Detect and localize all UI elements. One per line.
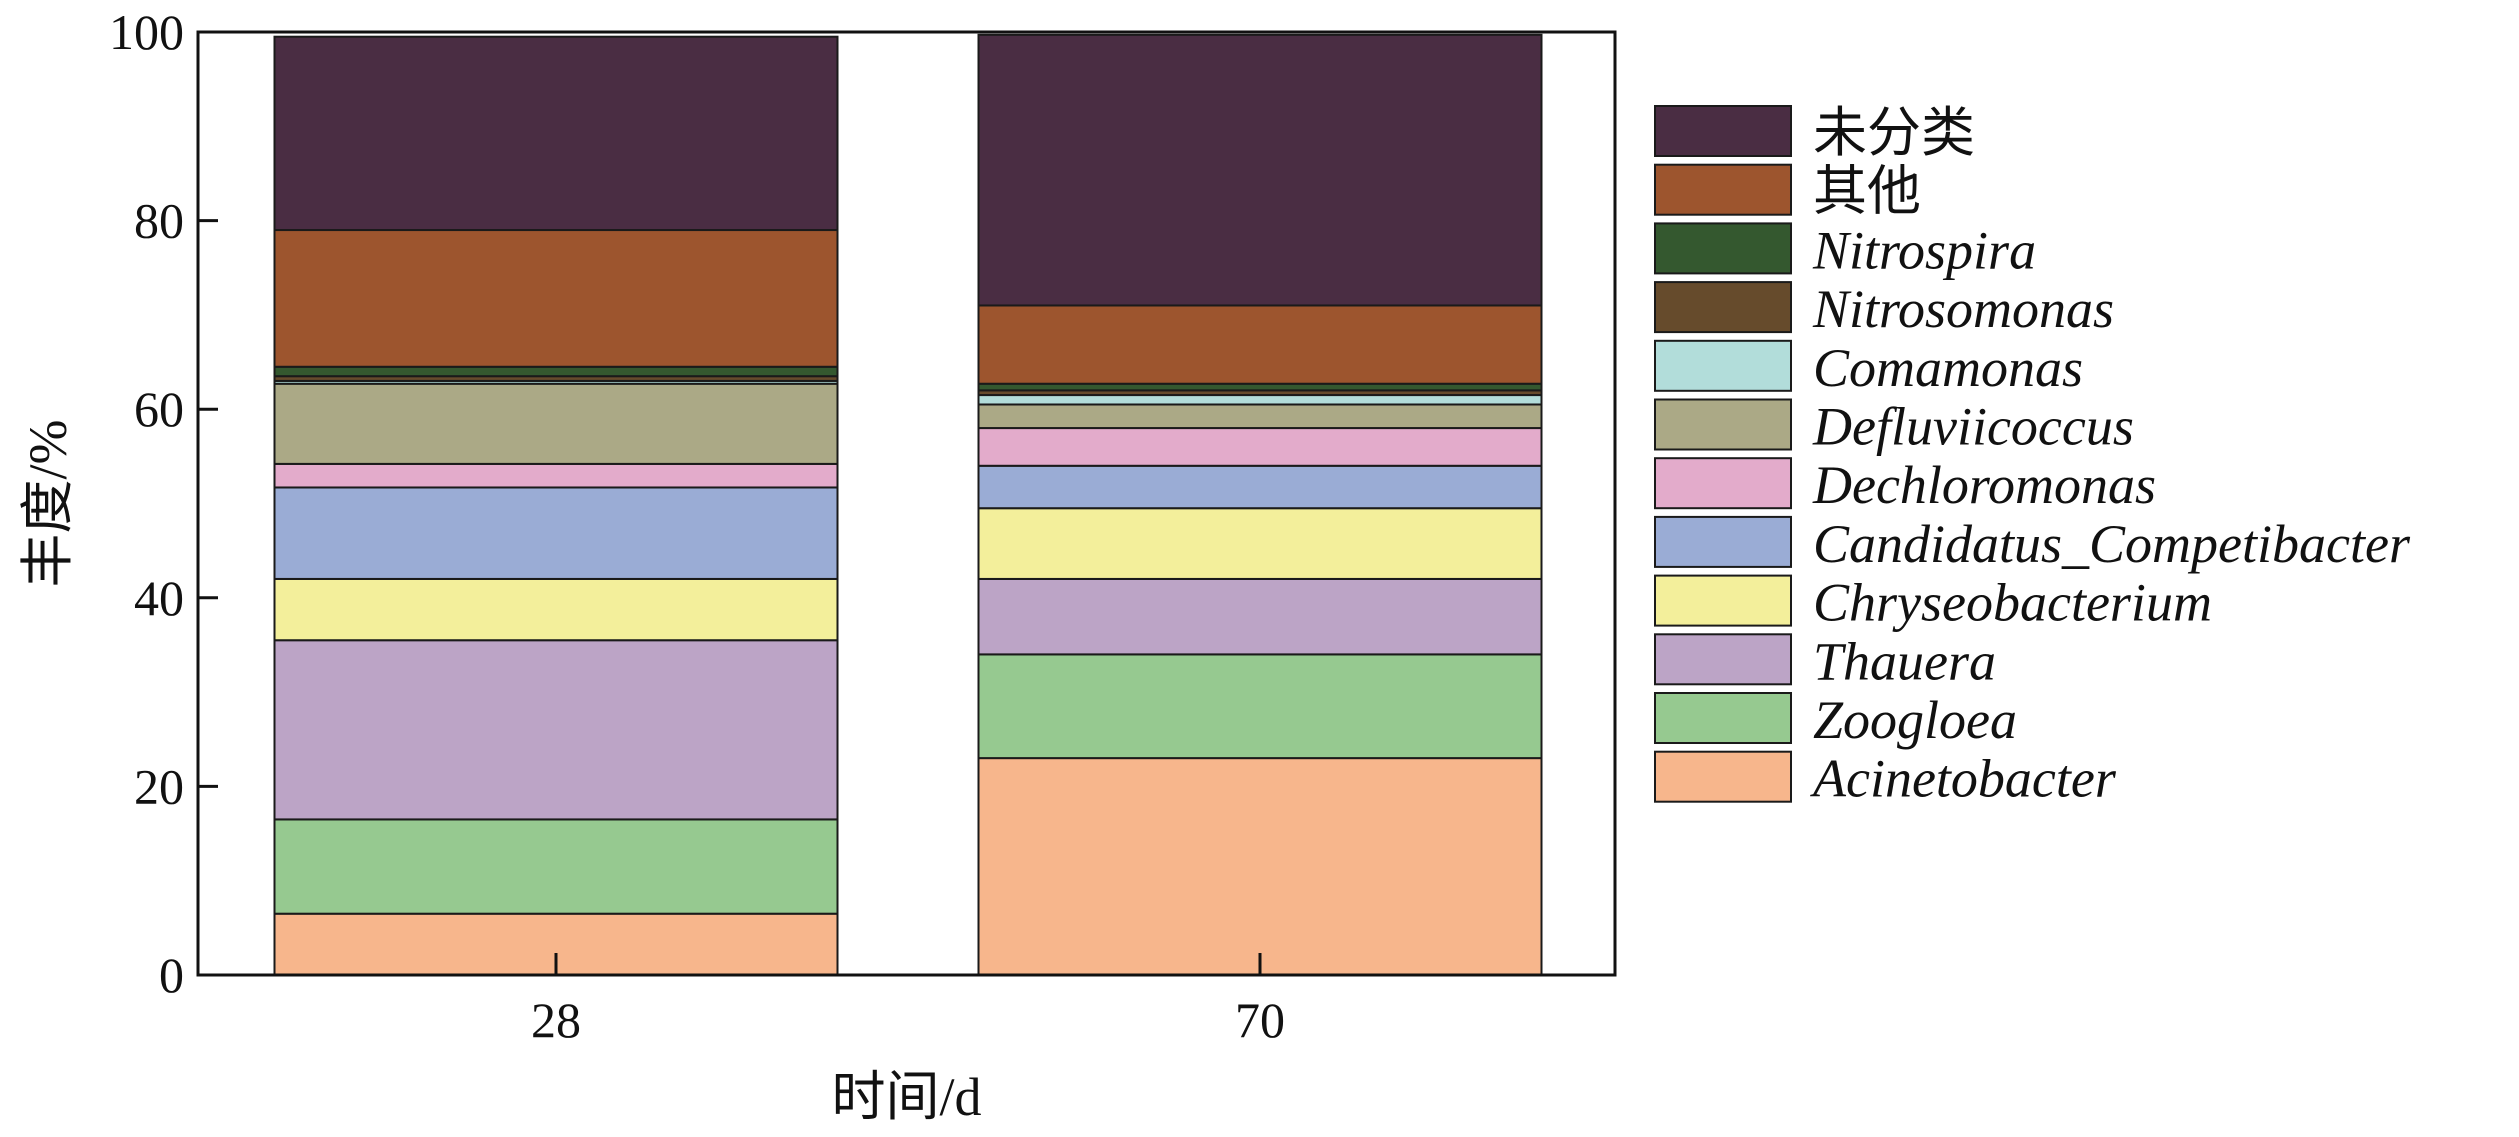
y-tick-label: 40 xyxy=(134,570,184,626)
axes-layer: 0 20 40 60 80 100 28 70 时间/d 丰度/% xyxy=(18,4,1617,1127)
bar-segment-70-dechloromonas xyxy=(977,427,1543,467)
legend-label-nitrospira: Nitrospira xyxy=(1812,220,2036,280)
bar-segment-28-chryseobacterium xyxy=(273,577,839,642)
legend-label-thauera: Thauera xyxy=(1813,631,1996,691)
bar-segment-28-defluviicoccus xyxy=(273,382,839,465)
bar-segment-70-series-10 xyxy=(977,304,1543,385)
bar-segment-70-chryseobacterium xyxy=(977,507,1543,580)
legend-label-nitrosomonas: Nitrosomonas xyxy=(1812,279,2114,339)
legend-swatch-series-10 xyxy=(1654,163,1792,216)
legend-swatch-candidatus-competibacter xyxy=(1654,515,1792,568)
bar-segment-70-comamonas xyxy=(977,394,1543,406)
bar-segment-70-defluviicoccus xyxy=(977,403,1543,430)
y-tick-label: 60 xyxy=(134,381,184,437)
legend-swatch-dechloromonas xyxy=(1654,457,1792,510)
legend-label-zoogloea: Zoogloea xyxy=(1813,690,2017,750)
bar-segment-28-nitrospira xyxy=(273,365,839,378)
y-tick-label: 20 xyxy=(134,758,184,814)
bar-segment-70-zoogloea xyxy=(977,653,1543,760)
y-tick-label: 0 xyxy=(159,947,184,1003)
legend-swatch-nitrosomonas xyxy=(1654,281,1792,334)
bar-segment-70-candidatus-competibacter xyxy=(977,464,1543,510)
legend-swatch-comamonas xyxy=(1654,339,1792,392)
bar-segment-70-series-11 xyxy=(977,33,1543,307)
legend-label-comamonas: Comamonas xyxy=(1813,338,2083,398)
bar-segment-28-series-10 xyxy=(273,229,839,368)
bar-segment-28-series-11 xyxy=(273,35,839,232)
plot-frame xyxy=(196,30,1617,977)
x-axis-title: 时间/d xyxy=(831,1067,981,1127)
legend-label-defluviicoccus: Defluviicoccus xyxy=(1812,397,2134,457)
legend-label-series-11: 未分类 xyxy=(1813,103,1975,163)
x-tick-label: 28 xyxy=(531,992,581,1048)
legend: 未分类其他NitrospiraNitrosomonasComamonasDefl… xyxy=(1654,103,2411,809)
bars-layer xyxy=(273,33,1543,977)
bar-segment-70-acinetobacter xyxy=(977,757,1543,976)
legend-swatch-defluviicoccus xyxy=(1654,398,1792,451)
legend-label-series-10: 其他 xyxy=(1813,162,1921,222)
legend-label-dechloromonas: Dechloromonas xyxy=(1812,455,2156,515)
bar-segment-28-thauera xyxy=(273,639,839,821)
legend-swatch-thauera xyxy=(1654,633,1792,686)
legend-label-acinetobacter: Acinetobacter xyxy=(1810,749,2117,809)
legend-label-candidatus-competibacter: Candidatus_Competibacter xyxy=(1813,514,2411,574)
bar-segment-28-candidatus-competibacter xyxy=(273,486,839,580)
legend-swatch-nitrospira xyxy=(1654,222,1792,275)
legend-swatch-series-11 xyxy=(1654,105,1792,157)
x-tick-label: 70 xyxy=(1235,992,1285,1048)
bar-segment-28-dechloromonas xyxy=(273,462,839,489)
y-tick-label: 100 xyxy=(109,4,184,60)
legend-label-chryseobacterium: Chryseobacterium xyxy=(1813,573,2212,633)
bar-segment-70-thauera xyxy=(977,577,1543,656)
legend-swatch-acinetobacter xyxy=(1654,750,1792,803)
y-tick-label: 80 xyxy=(134,193,184,249)
bar-segment-28-zoogloea xyxy=(273,818,839,915)
legend-swatch-chryseobacterium xyxy=(1654,574,1792,627)
legend-swatch-zoogloea xyxy=(1654,692,1792,744)
y-axis-title: 丰度/% xyxy=(18,420,78,588)
